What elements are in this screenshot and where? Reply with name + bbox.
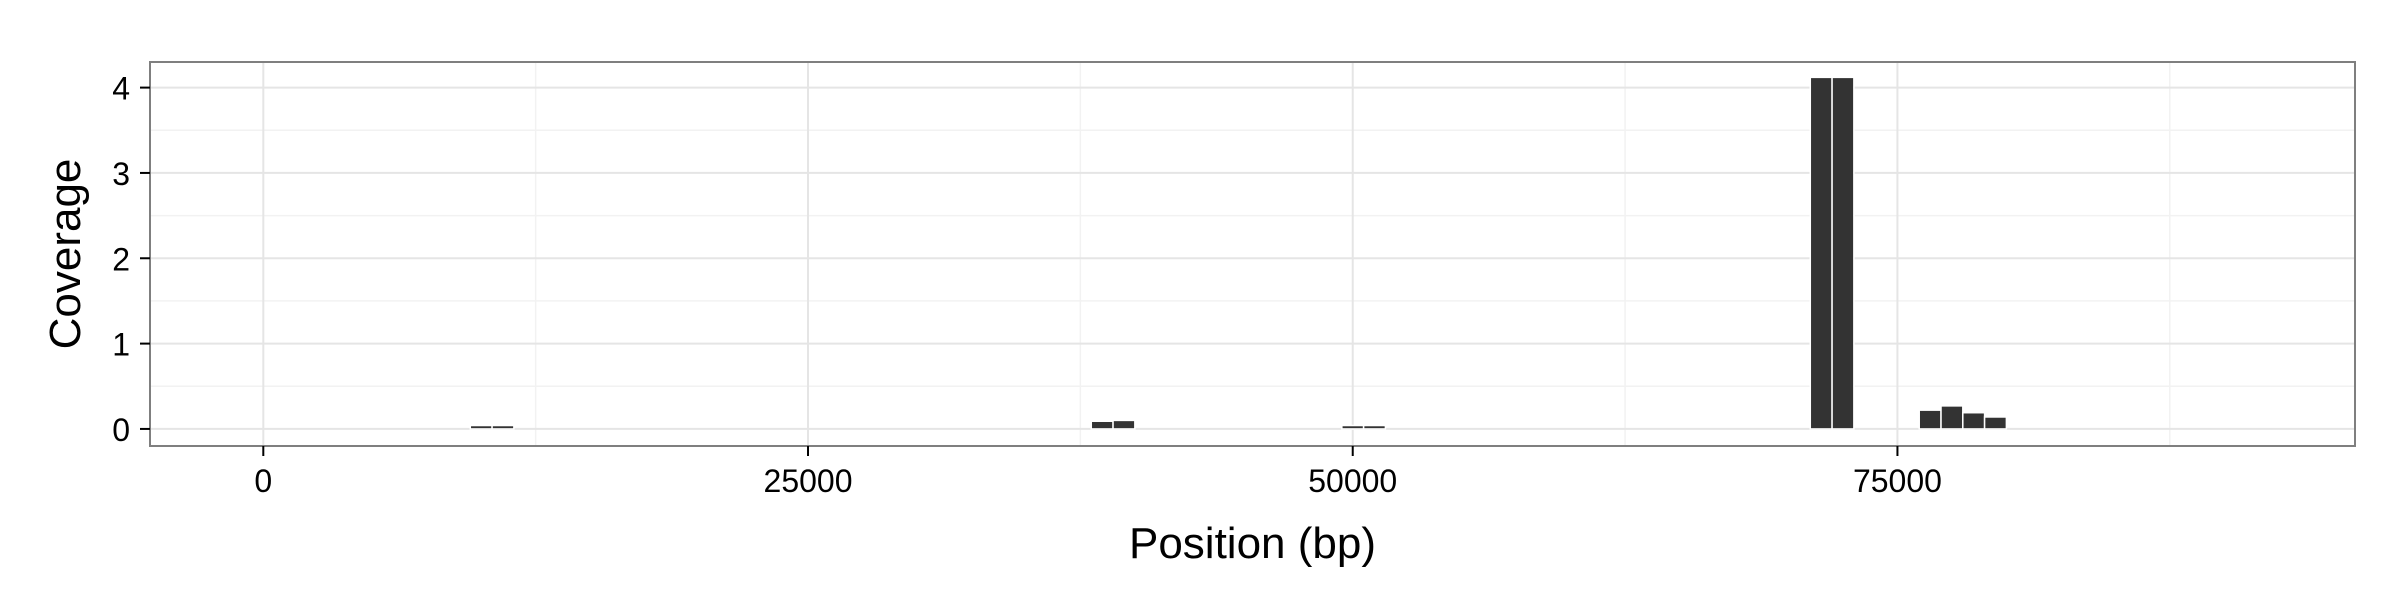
x-axis-title: Position (bp) — [1129, 519, 1376, 568]
bar — [1362, 424, 1387, 430]
x-tick-label: 50000 — [1308, 463, 1397, 499]
x-tick-label: 0 — [254, 463, 272, 499]
panel-border — [149, 61, 2356, 447]
bar — [1962, 411, 1986, 430]
bar — [1809, 76, 1833, 430]
y-tick-label: 1 — [112, 327, 130, 363]
x-tick-label: 25000 — [764, 463, 853, 499]
x-axis: 0 25000 50000 75000 — [254, 446, 1942, 499]
bar — [491, 424, 515, 430]
minor-gridlines — [150, 62, 2355, 446]
x-tick-label: 75000 — [1853, 463, 1942, 499]
bar — [1341, 424, 1365, 430]
bar — [1831, 76, 1855, 430]
bar — [1112, 419, 1136, 430]
bar — [1983, 416, 2008, 430]
y-tick-label: 3 — [112, 156, 130, 192]
y-tick-label: 0 — [112, 412, 130, 448]
bar — [469, 424, 493, 430]
bar — [1090, 420, 1114, 430]
bars — [469, 76, 2008, 430]
bar — [1918, 409, 1942, 430]
y-tick-label: 4 — [112, 71, 130, 107]
bar — [1940, 405, 1964, 430]
y-axis: 0 1 2 3 4 — [112, 71, 150, 448]
y-tick-label: 2 — [112, 241, 130, 277]
y-axis-title: Coverage — [41, 159, 90, 350]
